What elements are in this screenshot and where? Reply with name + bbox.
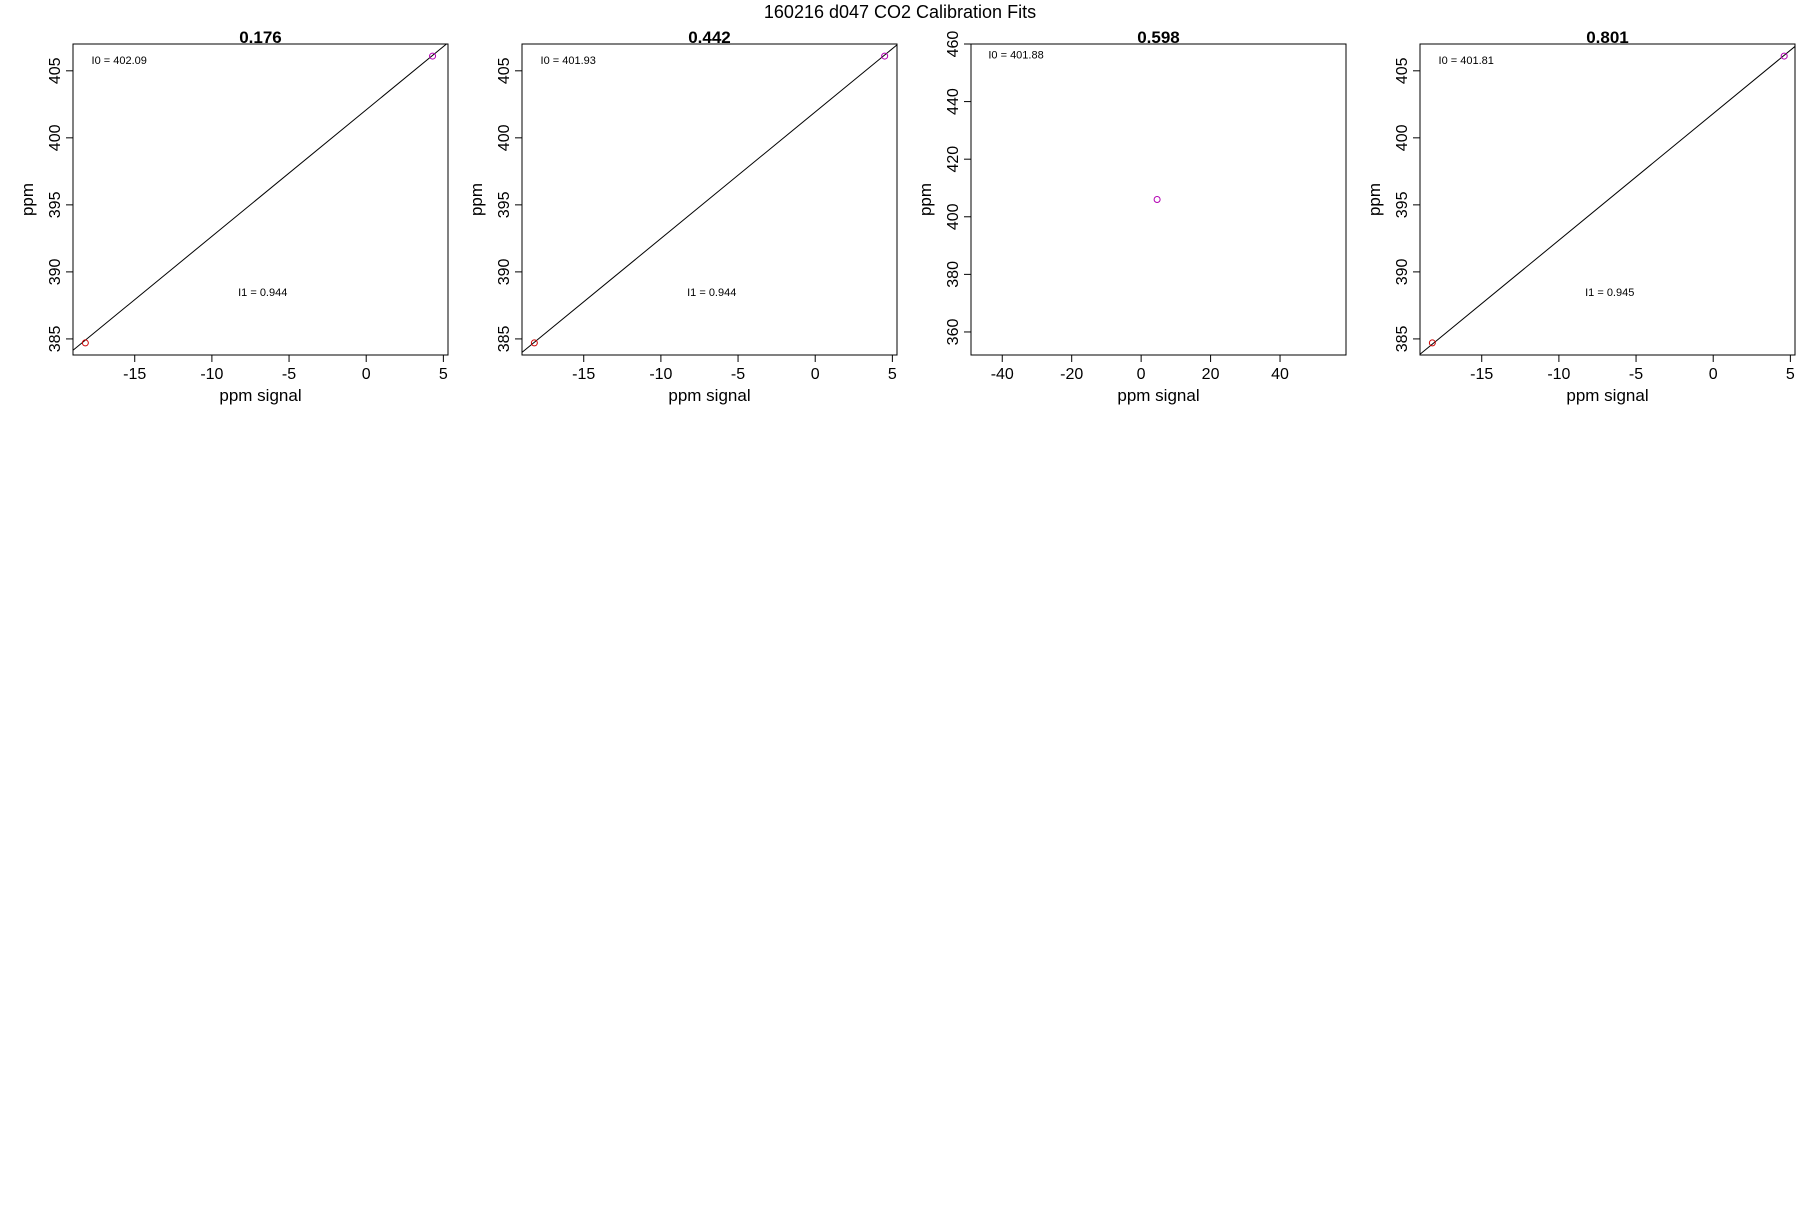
data-point [1780,52,1788,60]
x-axis-label: ppm signal [1566,386,1648,405]
data-point [530,339,538,347]
y-tick-label: 395 [496,191,513,218]
y-tick-label: 400 [496,124,513,151]
panel-3: 0.598 -40 -20 0 20 40 360 380 400 420 440 460 ppm si… [916,28,1347,405]
x-tick-label: 0 [362,366,371,383]
y-tick-label: 395 [47,191,64,218]
y-tick-label: 390 [496,258,513,285]
y-axis-label: ppm [18,183,37,216]
y-tick-label: 405 [496,57,513,84]
x-tick-label: -5 [731,366,745,383]
y-axis-label: ppm [916,183,935,216]
panel-title: 0.176 [239,28,282,47]
y-tick-label: 380 [945,261,962,288]
x-axis-label: ppm signal [668,386,750,405]
fit-annotation: I0 = 401.88 [988,49,1043,61]
panel-4: 0.801 -15 -10 -5 0 5 385 390 395 400 405 ppm signal… [1365,28,1796,405]
plot-frame [72,43,449,356]
panel-title: 0.598 [1137,28,1180,47]
y-tick-label: 395 [1394,191,1411,218]
x-axis-label: ppm signal [219,386,301,405]
y-axis-label: ppm [467,183,486,216]
fit-line [522,44,897,353]
x-tick-label: -5 [282,366,296,383]
y-tick-label: 390 [47,258,64,285]
y-tick-label: 385 [47,325,64,352]
x-tick-label: -15 [572,366,595,383]
x-tick-label: -10 [1547,366,1570,383]
data-point [1153,196,1161,203]
y-axis-label: ppm [1365,183,1384,216]
panel-1: 0.176 -15 -10 -5 0 5 385 390 395 400 405 ppm signal… [18,28,449,405]
x-tick-label: 20 [1202,366,1220,383]
y-tick-label: 385 [1394,325,1411,352]
x-tick-label: -10 [200,366,223,383]
x-tick-label: -15 [1470,366,1493,383]
y-tick-label: 420 [945,146,962,173]
fit-annotation: I0 = 401.81 [1439,55,1494,67]
y-tick-label: 405 [1394,57,1411,84]
x-tick-label: -15 [123,366,146,383]
y-tick-label: 400 [945,203,962,230]
panel-title: 0.442 [688,28,731,47]
plot-frame [1419,43,1796,356]
x-tick-label: -10 [649,366,672,383]
x-tick-label: -20 [1060,366,1083,383]
fit-annotation: I1 = 0.944 [687,287,736,299]
y-tick-label: 460 [945,31,962,58]
y-tick-label: 405 [47,57,64,84]
fit-annotation: I0 = 402.09 [92,55,147,67]
x-tick-label: -5 [1629,366,1643,383]
fit-annotation: I0 = 401.93 [541,55,596,67]
data-point [81,339,89,347]
data-point [429,52,437,60]
x-tick-label: 5 [439,366,448,383]
y-tick-label: 390 [1394,258,1411,285]
y-tick-label: 400 [1394,124,1411,151]
fit-annotation: I1 = 0.944 [238,287,287,299]
x-tick-label: 40 [1271,366,1289,383]
x-axis-label: ppm signal [1117,386,1199,405]
plot-frame [521,43,898,356]
plot-frame [970,43,1347,356]
x-tick-label: 5 [1786,366,1795,383]
y-tick-label: 400 [47,124,64,151]
panel-title: 0.801 [1586,28,1629,47]
data-point [1428,339,1436,347]
data-point [881,52,889,60]
x-tick-label: -40 [991,366,1014,383]
figure-title: 160216 d047 CO2 Calibration Fits [764,2,1036,22]
panel-2: 0.442 -15 -10 -5 0 5 385 390 395 400 405 ppm signal… [467,28,898,405]
y-tick-label: 440 [945,88,962,115]
x-tick-label: 5 [888,366,897,383]
fit-line [1420,46,1795,355]
x-tick-label: 0 [1137,366,1146,383]
y-tick-label: 360 [945,319,962,346]
x-tick-label: 0 [1709,366,1718,383]
fit-line [73,44,448,351]
x-tick-label: 0 [811,366,820,383]
fit-annotation: I1 = 0.945 [1585,287,1634,299]
y-tick-label: 385 [496,325,513,352]
